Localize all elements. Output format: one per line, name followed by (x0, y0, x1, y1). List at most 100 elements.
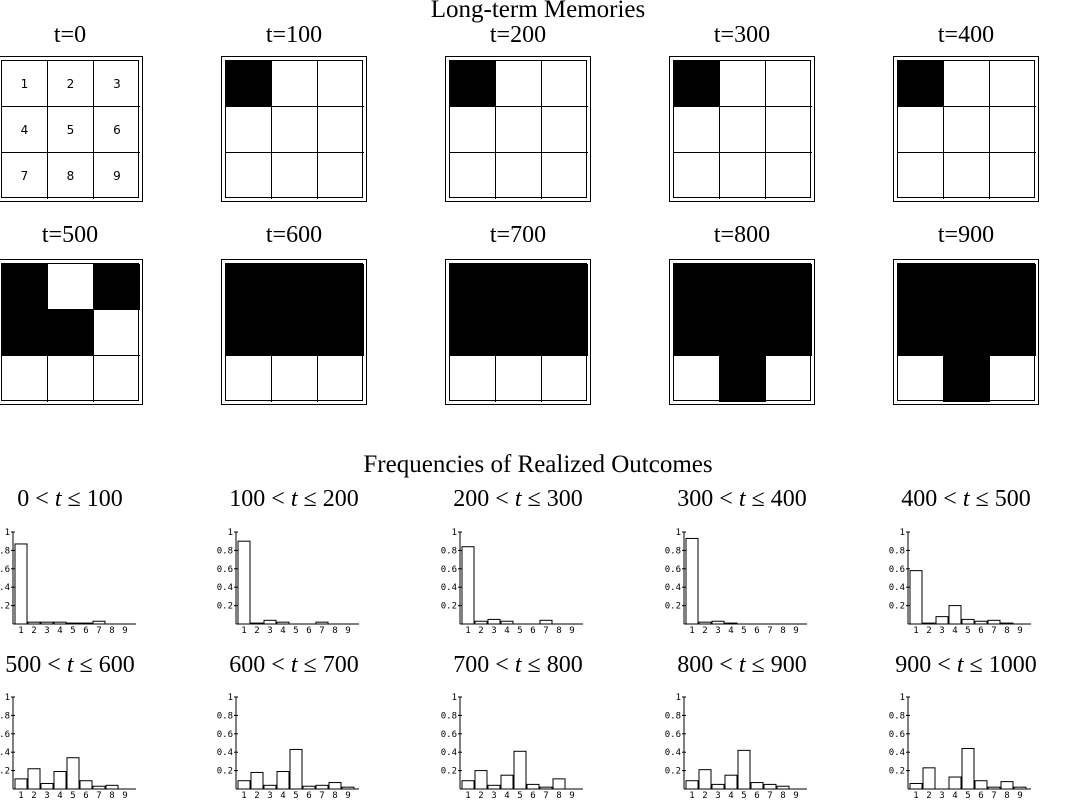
memory-cell (944, 61, 990, 107)
frequency-bar (487, 784, 501, 790)
y-tick-label: 1 (900, 693, 905, 703)
x-tick-label: 2 (254, 791, 259, 801)
x-tick-label: 3 (267, 791, 272, 801)
x-tick-label: 2 (478, 791, 483, 801)
y-tick-label: 0.2 (441, 767, 457, 777)
y-tick-label: 1 (900, 528, 905, 538)
x-tick-label: 5 (293, 791, 298, 801)
y-tick-label: 1 (228, 528, 233, 538)
frequency-bar (698, 621, 712, 625)
memory-cell (318, 61, 364, 107)
y-tick-label: 0.8 (441, 711, 457, 721)
x-tick-label: 6 (754, 626, 759, 636)
memory-cell-number: 4 (2, 107, 48, 153)
frequency-bar (27, 768, 41, 790)
frequency-bar (987, 786, 1001, 790)
memory-grid (221, 259, 367, 405)
frequency-bar (237, 540, 251, 625)
memory-cell (226, 107, 272, 153)
x-tick-label: 8 (1004, 626, 1009, 636)
frequency-bar (948, 605, 962, 625)
x-tick-label: 1 (18, 791, 23, 801)
memory-cell (272, 107, 318, 153)
x-tick-label: 9 (122, 626, 127, 636)
frequency-bar (750, 782, 764, 790)
memory-cell-number: 8 (48, 153, 94, 199)
frequency-bar (1013, 786, 1027, 790)
frequency-panel-label: 800 < t ≤ 900 (677, 652, 807, 678)
frequencies-title: Frequencies of Realized Outcomes (363, 451, 713, 478)
x-tick-label: 7 (543, 626, 548, 636)
memory-cell-number: 1 (2, 61, 48, 107)
frequency-bar (724, 774, 738, 790)
x-tick-label: 1 (913, 791, 918, 801)
memory-cell (272, 264, 318, 310)
x-tick-label: 5 (965, 791, 970, 801)
x-tick-label: 3 (44, 626, 49, 636)
memory-cell (720, 107, 766, 153)
frequency-bar (487, 618, 501, 625)
memory-cell (990, 107, 1036, 153)
y-tick-label: 0.8 (0, 711, 10, 721)
memory-grid (221, 56, 367, 202)
x-tick-label: 4 (57, 626, 62, 636)
memory-cell (674, 61, 720, 107)
memory-grid-label: t=700 (489, 222, 547, 248)
memory-cell-number: 7 (2, 153, 48, 199)
y-tick-label: 0.4 (217, 583, 233, 593)
x-tick-label: 1 (465, 791, 470, 801)
frequency-bar (66, 757, 80, 790)
memory-grid (893, 259, 1039, 405)
memory-cell (898, 153, 944, 199)
x-tick-label: 9 (793, 626, 798, 636)
y-tick-label: 0.6 (0, 565, 10, 575)
x-tick-label: 3 (491, 791, 496, 801)
memory-grid-label: t=200 (489, 22, 547, 48)
frequency-bar (974, 620, 988, 625)
memory-cell (720, 153, 766, 199)
x-tick-label: 7 (767, 791, 772, 801)
frequency-bar (763, 783, 777, 790)
y-tick-label: 0.8 (889, 546, 905, 556)
x-tick-label: 5 (70, 626, 75, 636)
memory-grid (893, 56, 1039, 202)
memory-cell (450, 153, 496, 199)
frequency-panel-label: 500 < t ≤ 600 (5, 652, 135, 678)
memory-cell (48, 264, 94, 310)
memory-cell (990, 310, 1036, 356)
y-tick-label: 0.4 (441, 583, 457, 593)
memory-cell (944, 153, 990, 199)
frequency-bar (461, 780, 475, 790)
memory-cell (226, 61, 272, 107)
memory-grid (669, 56, 815, 202)
frequency-bar (289, 748, 303, 790)
y-tick-label: 0.8 (441, 546, 457, 556)
x-tick-label: 4 (504, 791, 509, 801)
memory-cell-number: 2 (48, 61, 94, 107)
y-tick-label: 0.8 (0, 546, 10, 556)
frequency-bar (315, 621, 329, 625)
frequency-bar (263, 784, 277, 790)
memory-cell (720, 264, 766, 310)
x-tick-label: 9 (793, 791, 798, 801)
frequency-bar (935, 616, 949, 625)
x-tick-label: 4 (280, 626, 285, 636)
y-tick-label: 0.6 (441, 730, 457, 740)
frequency-bar (539, 619, 553, 625)
frequency-bar (909, 570, 923, 625)
frequency-bar (237, 780, 251, 790)
memory-grid-label: t=300 (713, 22, 771, 48)
x-tick-label: 2 (254, 626, 259, 636)
frequency-bar (724, 622, 738, 625)
y-tick-label: 0.4 (665, 748, 681, 758)
x-tick-label: 9 (1017, 791, 1022, 801)
x-tick-label: 6 (978, 791, 983, 801)
x-tick-label: 2 (702, 791, 707, 801)
y-tick-label: 1 (228, 693, 233, 703)
frequency-bar (1000, 781, 1014, 790)
memory-cell (898, 61, 944, 107)
y-tick-label: 0.2 (889, 767, 905, 777)
